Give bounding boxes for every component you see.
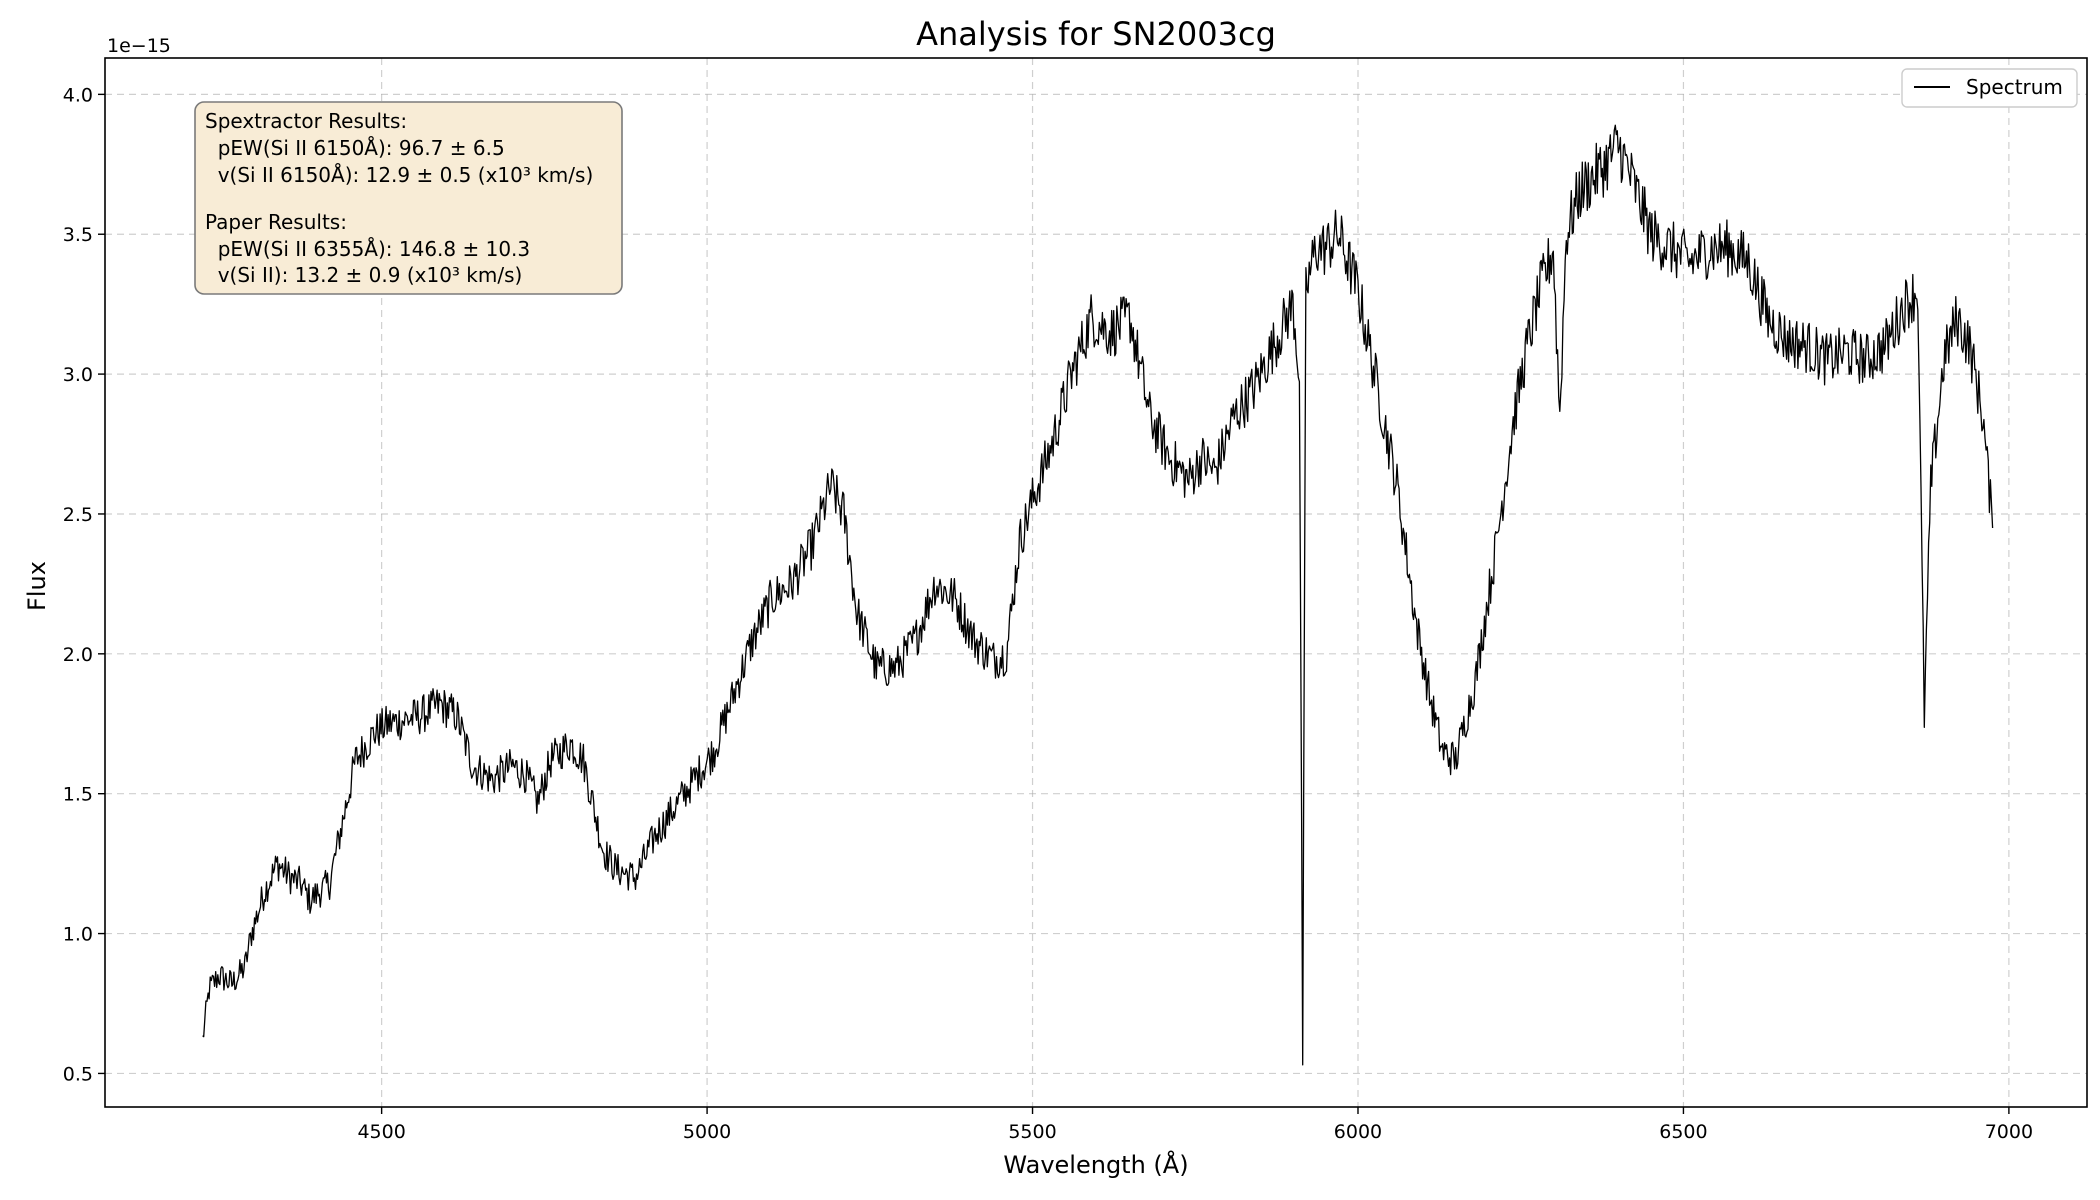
series-layer	[202, 124, 1994, 1066]
y-offset-label: 1e−15	[107, 35, 171, 57]
annotation-line: v(Si II 6150Å): 12.9 ± 0.5 (x10³ km/s)	[205, 163, 593, 187]
y-tick-label: 2.0	[63, 644, 93, 666]
plot-area-frame	[104, 57, 2088, 1108]
annotation-line: Paper Results:	[205, 210, 347, 234]
annotation-line: pEW(Si II 6355Å): 146.8 ± 10.3	[205, 237, 530, 261]
annotation-box-background	[194, 101, 623, 295]
y-tick-label: 4.0	[63, 84, 93, 106]
chart-title: Analysis for SN2003cg	[916, 15, 1276, 53]
y-tick-label: 1.0	[63, 924, 93, 946]
legend-label-spectrum: Spectrum	[1966, 75, 2063, 99]
x-tick-label: 5000	[683, 1121, 731, 1143]
y-axis-title: Flux	[23, 561, 51, 611]
x-axis-title: Wavelength (Å)	[1003, 1150, 1188, 1179]
results-annotation-box: Spextractor Results: pEW(Si II 6150Å): 9…	[194, 101, 623, 295]
legend-frame	[1901, 68, 2078, 108]
y-tick-label: 2.5	[63, 504, 93, 526]
x-tick-label: 6500	[1659, 1121, 1707, 1143]
legend: Spectrum	[1901, 68, 2078, 108]
x-tick-label: 5500	[1008, 1121, 1056, 1143]
axis-ticks: 4500 5000 5500 6000 6500 7000 0.5 1.0 1.5 2.0 2.5 3…	[63, 84, 2033, 1143]
y-tick-label: 1.5	[63, 784, 93, 806]
y-tick-label: 3.0	[63, 364, 93, 386]
y-tick-label: 0.5	[63, 1063, 93, 1085]
y-tick-label: 3.5	[63, 224, 93, 246]
spectrum-line	[202, 124, 1994, 1066]
annotation-line: v(Si II): 13.2 ± 0.9 (x10³ km/s)	[205, 263, 522, 287]
annotation-line: Spextractor Results:	[205, 109, 407, 133]
annotation-line: pEW(Si II 6150Å): 96.7 ± 6.5	[205, 136, 505, 160]
x-tick-label: 4500	[357, 1121, 405, 1143]
x-tick-label: 7000	[1985, 1121, 2033, 1143]
x-tick-label: 6000	[1334, 1121, 1382, 1143]
